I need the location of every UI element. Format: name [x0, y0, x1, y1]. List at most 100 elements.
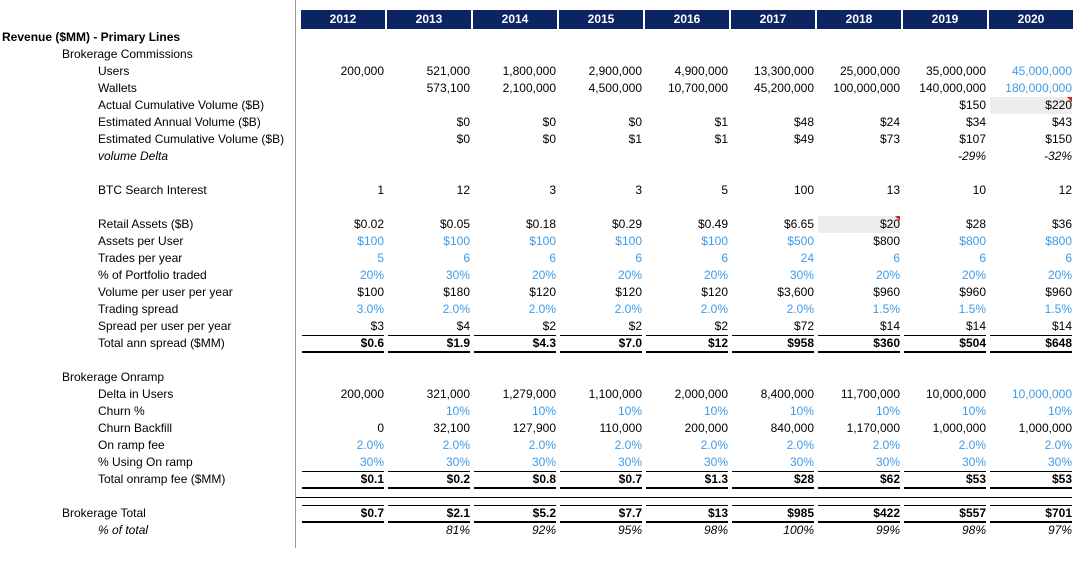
- cell-2018[interactable]: 20%: [875, 268, 900, 282]
- cell-2013[interactable]: 30%: [445, 268, 470, 282]
- cell-2017[interactable]: 100%: [783, 523, 814, 537]
- cell-2014[interactable]: $2: [542, 319, 556, 333]
- cell-2016[interactable]: $100: [701, 234, 728, 248]
- cell-2018[interactable]: $360: [818, 335, 900, 353]
- cell-2013[interactable]: $2.1: [388, 505, 470, 523]
- cell-2013[interactable]: $0: [456, 132, 470, 146]
- cell-2020[interactable]: $800: [1045, 234, 1072, 248]
- cell-2012[interactable]: 30%: [359, 455, 384, 469]
- cell-2019[interactable]: 98%: [961, 523, 986, 537]
- cell-2016[interactable]: $2: [714, 319, 728, 333]
- cell-2015[interactable]: $7.0: [560, 335, 642, 353]
- cell-2012[interactable]: 5: [377, 251, 384, 265]
- cell-2018[interactable]: $62: [818, 471, 900, 489]
- cell-2012[interactable]: $3: [370, 319, 384, 333]
- cell-2016[interactable]: 6: [721, 251, 728, 265]
- cell-2016[interactable]: 200,000: [684, 421, 728, 435]
- cell-2020[interactable]: 45,000,000: [1011, 64, 1072, 78]
- cell-2020[interactable]: 2.0%: [1044, 438, 1072, 452]
- cell-2015[interactable]: $1: [628, 132, 642, 146]
- cell-2013[interactable]: 573,100: [426, 81, 470, 95]
- cell-2013[interactable]: $1.9: [388, 335, 470, 353]
- cell-2020[interactable]: 12: [1058, 183, 1072, 197]
- cell-2017[interactable]: 8,400,000: [760, 387, 814, 401]
- cell-2012[interactable]: 3.0%: [356, 302, 384, 316]
- cell-2015[interactable]: 2.0%: [614, 302, 642, 316]
- cell-2014[interactable]: 30%: [531, 455, 556, 469]
- cell-2017[interactable]: 2.0%: [786, 302, 814, 316]
- cell-2020[interactable]: $14: [1051, 319, 1072, 333]
- cell-2018[interactable]: $800: [873, 234, 900, 248]
- cell-2016[interactable]: 98%: [703, 523, 728, 537]
- comment-indicator-icon[interactable]: [895, 216, 900, 221]
- cell-2020[interactable]: $648: [990, 335, 1072, 353]
- cell-2020[interactable]: 1,000,000: [1018, 421, 1072, 435]
- cell-2015[interactable]: 95%: [617, 523, 642, 537]
- cell-2017[interactable]: $3,600: [777, 285, 814, 299]
- cell-2020[interactable]: 6: [1065, 251, 1072, 265]
- cell-2013[interactable]: $4: [456, 319, 470, 333]
- cell-2016[interactable]: $120: [701, 285, 728, 299]
- cell-2013[interactable]: $0: [456, 115, 470, 129]
- cell-2014[interactable]: 2.0%: [528, 438, 556, 452]
- cell-2013[interactable]: $0.05: [439, 217, 470, 231]
- cell-2012[interactable]: $0.6: [302, 335, 384, 353]
- cell-2016[interactable]: $1.3: [646, 471, 728, 489]
- cell-2015[interactable]: 110,000: [599, 421, 643, 435]
- cell-2018[interactable]: $14: [879, 319, 900, 333]
- cell-2020[interactable]: $220: [990, 97, 1072, 114]
- cell-2015[interactable]: $0.29: [611, 217, 642, 231]
- cell-2018[interactable]: 99%: [875, 523, 900, 537]
- cell-2020[interactable]: -32%: [1043, 149, 1072, 163]
- cell-2014[interactable]: 20%: [531, 268, 556, 282]
- comment-indicator-icon[interactable]: [1067, 97, 1072, 102]
- cell-2017[interactable]: 10%: [789, 404, 814, 418]
- cell-2017[interactable]: $500: [787, 234, 814, 248]
- cell-2013[interactable]: $100: [443, 234, 470, 248]
- cell-2016[interactable]: 5: [721, 183, 728, 197]
- cell-2020[interactable]: 180,000,000: [1005, 81, 1072, 95]
- cell-2019[interactable]: 1,000,000: [932, 421, 986, 435]
- cell-2017[interactable]: $49: [793, 132, 814, 146]
- cell-2014[interactable]: $0: [542, 132, 556, 146]
- cell-2018[interactable]: 1.5%: [872, 302, 900, 316]
- cell-2018[interactable]: 25,000,000: [839, 64, 900, 78]
- cell-2019[interactable]: $150: [959, 98, 986, 112]
- cell-2014[interactable]: 3: [549, 183, 556, 197]
- cell-2015[interactable]: $0.7: [560, 471, 642, 489]
- cell-2020[interactable]: 97%: [1047, 523, 1072, 537]
- cell-2018[interactable]: $20: [818, 216, 900, 233]
- cell-2015[interactable]: 1,100,000: [588, 387, 642, 401]
- cell-2017[interactable]: 30%: [789, 455, 814, 469]
- cell-2015[interactable]: 20%: [617, 268, 642, 282]
- cell-2012[interactable]: 200,000: [340, 64, 384, 78]
- cell-2016[interactable]: $13: [646, 505, 728, 523]
- cell-2016[interactable]: 2.0%: [700, 438, 728, 452]
- cell-2019[interactable]: $28: [965, 217, 986, 231]
- cell-2012[interactable]: $0.02: [353, 217, 384, 231]
- cell-2015[interactable]: $0: [628, 115, 642, 129]
- cell-2014[interactable]: 6: [549, 251, 556, 265]
- cell-2014[interactable]: $5.2: [474, 505, 556, 523]
- cell-2019[interactable]: $34: [965, 115, 986, 129]
- cell-2015[interactable]: $100: [615, 234, 642, 248]
- cell-2014[interactable]: $120: [529, 285, 556, 299]
- cell-2019[interactable]: $960: [959, 285, 986, 299]
- cell-2012[interactable]: 2.0%: [356, 438, 384, 452]
- cell-2013[interactable]: 32,100: [433, 421, 470, 435]
- cell-2013[interactable]: 30%: [445, 455, 470, 469]
- cell-2016[interactable]: 10,700,000: [667, 81, 728, 95]
- cell-2018[interactable]: 2.0%: [872, 438, 900, 452]
- cell-2019[interactable]: $800: [959, 234, 986, 248]
- cell-2019[interactable]: 10%: [961, 404, 986, 418]
- cell-2018[interactable]: 30%: [875, 455, 900, 469]
- cell-2016[interactable]: $1: [714, 115, 728, 129]
- cell-2016[interactable]: 20%: [703, 268, 728, 282]
- cell-2013[interactable]: $180: [443, 285, 470, 299]
- cell-2020[interactable]: 10%: [1047, 404, 1072, 418]
- cell-2013[interactable]: 2.0%: [442, 302, 470, 316]
- cell-2020[interactable]: 10,000,000: [1011, 387, 1072, 401]
- cell-2014[interactable]: 2,100,000: [502, 81, 556, 95]
- cell-2018[interactable]: 11,700,000: [840, 387, 900, 401]
- cell-2013[interactable]: 10%: [445, 404, 470, 418]
